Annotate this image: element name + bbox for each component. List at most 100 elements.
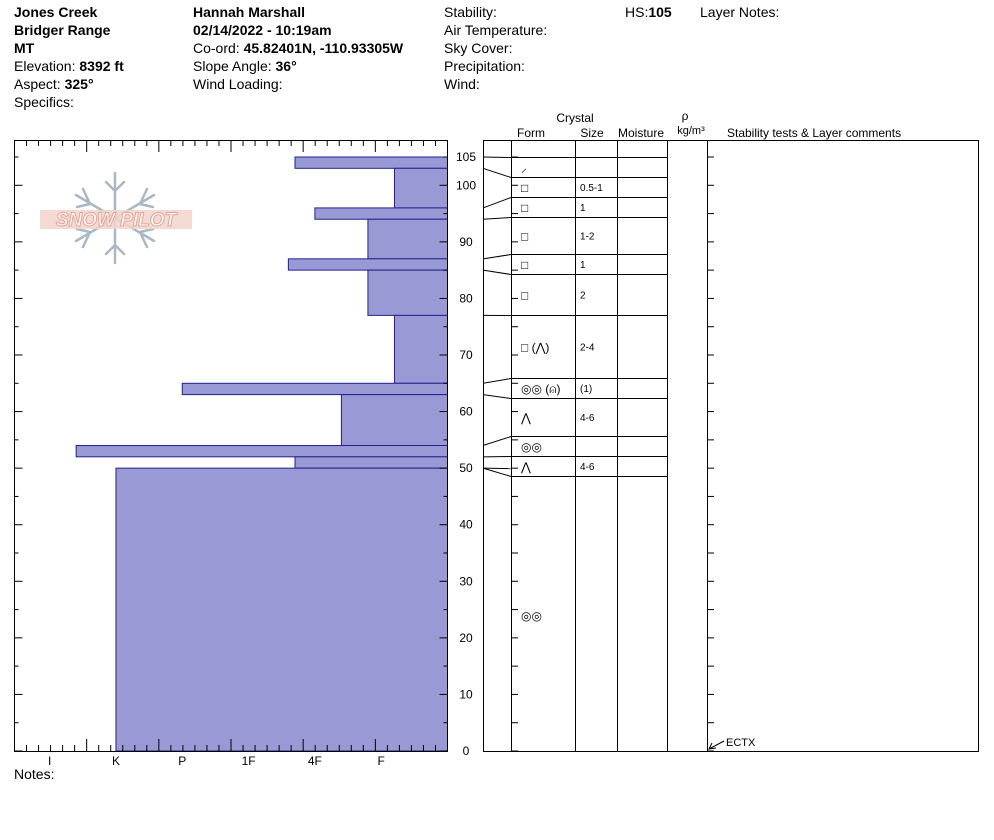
specifics-label: Specifics: bbox=[14, 94, 74, 110]
crystal-size: 1 bbox=[580, 260, 586, 271]
crystal-form: □ bbox=[521, 289, 528, 303]
depth-tick-label: 0 bbox=[463, 744, 470, 758]
moisture-header: Moisture bbox=[618, 126, 664, 140]
crystal-size: (1) bbox=[580, 384, 592, 395]
depth-tick-label: 90 bbox=[459, 235, 473, 249]
layer-connector bbox=[482, 217, 512, 220]
layer-table bbox=[483, 140, 979, 752]
notes-label: Notes: bbox=[14, 766, 55, 782]
crystal-form: ⋀ bbox=[520, 411, 531, 425]
layer-connector bbox=[482, 378, 512, 384]
depth-tick-label: 30 bbox=[459, 574, 473, 588]
depth-tick-label: 50 bbox=[459, 461, 473, 475]
layer-rows: ⸝ □ 0.5-1 □ 1 □ 1-2 □ 1 □ 2 □ (⋀) 2-4 ◎◎ (⍝) (1) ⋀ 4-6 ◎◎… bbox=[482, 156, 667, 623]
depth-tick-label: 105 bbox=[456, 150, 476, 164]
hardness-bar bbox=[294, 156, 448, 169]
hardness-tick-label: P bbox=[178, 754, 186, 768]
elevation-row: Elevation: 8392 ft bbox=[14, 57, 124, 75]
slope-value: 36° bbox=[275, 58, 297, 74]
hardness-bar bbox=[287, 258, 448, 271]
aspect-label: Aspect: bbox=[14, 76, 61, 92]
stability-label: Stability: bbox=[444, 4, 497, 20]
crystal-form: ⋀ bbox=[520, 460, 531, 474]
hardness-axis: I K P 1F 4F F bbox=[26, 140, 448, 768]
wind-loading-label: Wind Loading: bbox=[193, 76, 283, 92]
depth-axis: 0 10 20 30 40 50 60 70 80 90 100 105 bbox=[14, 150, 714, 758]
crystal-form: □ bbox=[521, 181, 528, 195]
layer-connector bbox=[482, 436, 512, 446]
layer-connector bbox=[482, 467, 512, 477]
state-name: MT bbox=[14, 40, 35, 56]
crystal-form: ◎◎ bbox=[521, 609, 542, 623]
crystal-size: 0.5-1 bbox=[580, 183, 603, 194]
test-pointer bbox=[708, 740, 725, 750]
hardness-bar bbox=[393, 314, 449, 384]
hardness-tick-label: 1F bbox=[242, 754, 256, 768]
hardness-bar bbox=[181, 382, 448, 396]
layer-connector bbox=[482, 167, 512, 178]
hardness-bar bbox=[115, 467, 448, 752]
size-header: Size bbox=[580, 126, 604, 140]
hardness-bar bbox=[340, 394, 448, 447]
depth-tick-label: 70 bbox=[459, 348, 473, 362]
hardness-tick-label: F bbox=[378, 754, 385, 768]
hs-row: HS:105 bbox=[625, 3, 672, 21]
depth-tick-label: 100 bbox=[456, 178, 476, 192]
test-arrowhead bbox=[708, 742, 717, 750]
depth-tick-label: 80 bbox=[459, 291, 473, 305]
crystal-size: 4-6 bbox=[580, 413, 595, 424]
crystal-form: ⸝ bbox=[521, 161, 527, 175]
hardness-bar bbox=[294, 456, 448, 469]
hardness-bar bbox=[314, 207, 448, 220]
aspect-row: Aspect: 325° bbox=[14, 75, 94, 93]
layer-notes-label: Layer Notes: bbox=[700, 4, 780, 20]
layer-connector bbox=[482, 269, 512, 275]
coord-value: 45.82401N, -110.93305W bbox=[243, 40, 404, 56]
form-header: Form bbox=[517, 126, 545, 140]
hardness-tick-label: I bbox=[48, 754, 51, 768]
comments-header: Stability tests & Layer comments bbox=[727, 126, 901, 140]
hardness-bars bbox=[75, 156, 449, 752]
layer-connector bbox=[482, 394, 512, 399]
location-name: Jones Creek bbox=[14, 4, 98, 20]
precip-label: Precipitation: bbox=[444, 58, 525, 74]
crystal-size: 2-4 bbox=[580, 343, 595, 354]
depth-tick-label: 60 bbox=[459, 405, 473, 419]
sky-cover-label: Sky Cover: bbox=[444, 40, 513, 56]
hs-label: HS: bbox=[625, 4, 649, 20]
hardness-bar bbox=[367, 218, 448, 260]
test-label: ECTX bbox=[726, 737, 756, 749]
depth-tick-label: 20 bbox=[459, 631, 473, 645]
crystal-size: 1 bbox=[580, 203, 586, 214]
crystal-form: ◎◎ (⍝) bbox=[521, 382, 560, 396]
depth-tick-label: 40 bbox=[459, 518, 473, 532]
crystal-size: 2 bbox=[580, 291, 586, 302]
crystal-form: □ bbox=[521, 201, 528, 215]
aspect-value: 325° bbox=[64, 76, 94, 92]
density-unit-header: kg/m³ bbox=[677, 125, 705, 137]
air-temp-label: Air Temperature: bbox=[444, 22, 548, 38]
range-name: Bridger Range bbox=[14, 22, 111, 38]
crystal-size: 4-6 bbox=[580, 462, 595, 473]
snowpilot-logo: SNOW PILOT bbox=[40, 171, 192, 265]
hardness-tick-label: 4F bbox=[308, 754, 322, 768]
layer-connector bbox=[482, 156, 512, 158]
slope-row: Slope Angle: 36° bbox=[193, 57, 297, 75]
wind-label: Wind: bbox=[444, 76, 480, 92]
elevation-value: 8392 ft bbox=[79, 58, 124, 74]
crystal-form: □ bbox=[521, 230, 528, 244]
crystal-form: □ (⋀) bbox=[521, 341, 549, 355]
stability-tests: ECTX bbox=[708, 737, 756, 750]
crystal-size: 1-2 bbox=[580, 232, 595, 243]
layer-connector bbox=[482, 467, 512, 470]
depth-tick-label: 10 bbox=[459, 687, 473, 701]
hardness-bar bbox=[367, 269, 448, 316]
hardness-tick-label: K bbox=[112, 754, 120, 768]
coord-row: Co-ord: 45.82401N, -110.93305W bbox=[193, 39, 403, 57]
observer-name: Hannah Marshall bbox=[193, 4, 306, 20]
crystal-form: ◎◎ bbox=[521, 440, 542, 454]
hs-value: 105 bbox=[648, 4, 672, 20]
hardness-bar bbox=[393, 167, 449, 209]
observation-datetime: 02/14/2022 - 10:19am bbox=[193, 22, 332, 38]
